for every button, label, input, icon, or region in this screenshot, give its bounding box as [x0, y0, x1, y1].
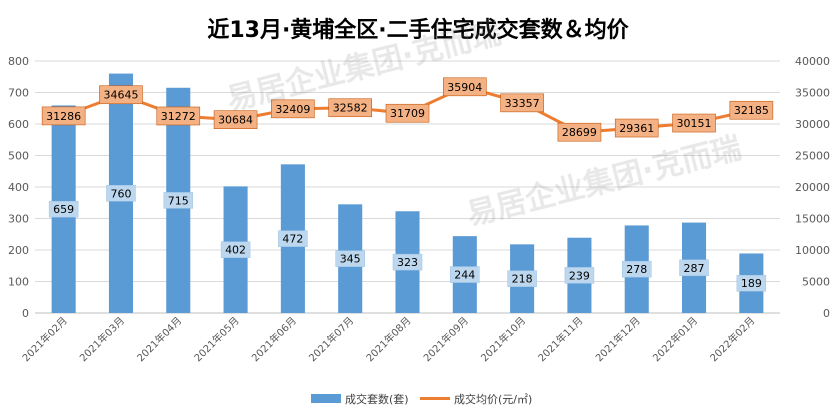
chart-title: 近13月·黄埔全区·二手住宅成交套数＆均价 — [207, 17, 629, 43]
bar-label-box — [564, 267, 595, 284]
y-right-tick-label: 0 — [823, 307, 830, 320]
y-left-tick-label: 100 — [8, 276, 29, 289]
line-data-label: 35904 — [447, 81, 482, 94]
bar-data-label: 402 — [225, 244, 246, 257]
line-data-label: 34645 — [103, 89, 138, 102]
y-left-tick-label: 300 — [8, 213, 29, 226]
line-label-box — [99, 85, 143, 105]
bar-label-box — [392, 253, 423, 271]
bar-data-label: 760 — [110, 187, 131, 200]
bar-label-box — [450, 266, 480, 283]
x-axis: 2021年02月 2021年03月 2021年04月 2021年05月 2021年06月… — [19, 314, 757, 364]
line-label-box — [213, 110, 258, 129]
y-left-tick-label: 0 — [22, 307, 29, 320]
x-tick-label: 2021年02月 — [19, 314, 69, 364]
y-right-tick-label: 15000 — [795, 213, 830, 226]
y-right-tick-label: 25000 — [795, 150, 830, 163]
x-tick-label: 2022年01月 — [650, 314, 700, 364]
x-tick-label: 2021年10月 — [478, 314, 528, 364]
legend-line-label: 成交均价(元/㎡) — [454, 392, 532, 406]
y-left-tick-label: 500 — [8, 150, 29, 163]
bar-data-label: 715 — [168, 194, 189, 207]
bar-label-box — [507, 270, 537, 287]
x-tick-label: 2021年09月 — [421, 314, 471, 364]
line-data-label: 28699 — [562, 126, 597, 139]
line-data-label: 32185 — [734, 104, 769, 117]
y-axis-left: 0 100 200 300 400 500 600 700 800 — [8, 55, 29, 320]
line-data-label: 30684 — [218, 114, 253, 127]
y-axis-right: 0 5000 10000 15000 20000 25000 30000 35000 40000 — [795, 55, 830, 320]
y-right-tick-label: 35000 — [795, 87, 830, 100]
bar-data-label: 323 — [397, 256, 418, 269]
bar-data-label: 345 — [340, 253, 361, 266]
line-label-box — [614, 118, 659, 138]
x-tick-label: 2021年04月 — [134, 314, 184, 364]
y-right-tick-label: 10000 — [795, 244, 830, 257]
line-label-box — [385, 103, 430, 123]
bar-label-box — [48, 200, 79, 218]
x-tick-label: 2021年08月 — [363, 314, 413, 364]
bar-label-box — [621, 260, 652, 278]
y-left-tick-label: 400 — [8, 181, 29, 194]
bar-data-label: 189 — [741, 277, 762, 290]
bar-label-box — [220, 241, 251, 258]
bar-label-box — [736, 274, 767, 292]
line-data-label: 32582 — [333, 102, 368, 115]
bar-data-label: 287 — [684, 262, 705, 275]
line-label-box — [271, 99, 315, 119]
bar-label-box — [679, 259, 709, 277]
x-tick-label: 2021年11月 — [535, 314, 585, 364]
line-label-box — [328, 98, 372, 118]
y-left-tick-label: 700 — [8, 87, 29, 100]
y-left-tick-label: 800 — [8, 55, 29, 68]
x-tick-label: 2021年05月 — [191, 314, 241, 364]
x-tick-label: 2022年02月 — [707, 314, 757, 364]
line-label-box — [500, 93, 544, 113]
line-data-label: 29361 — [619, 122, 654, 135]
x-tick-label: 2021年06月 — [249, 314, 299, 364]
bar-data-label: 244 — [454, 269, 475, 282]
y-right-tick-label: 5000 — [802, 276, 830, 289]
line-label-box — [557, 122, 602, 142]
line-label-box — [443, 77, 487, 97]
line-label-box — [672, 113, 716, 133]
line-data-label: 32409 — [275, 103, 310, 116]
line-label-box — [729, 100, 774, 120]
x-tick-label: 2021年07月 — [306, 314, 356, 364]
x-tick-label: 2021年03月 — [77, 314, 127, 364]
line-data-label: 33357 — [505, 97, 540, 110]
legend: 成交套数(套) 成交均价(元/㎡) — [311, 392, 532, 406]
line-label-box — [156, 106, 201, 126]
bar-data-label: 218 — [512, 273, 533, 286]
bar-data-label: 239 — [569, 269, 590, 282]
bar-data-label: 278 — [626, 263, 647, 276]
bar-label-box — [335, 250, 365, 267]
line-label-box — [41, 106, 86, 126]
y-right-tick-label: 20000 — [795, 181, 830, 194]
line-data-label: 31286 — [46, 110, 81, 123]
y-left-tick-label: 600 — [8, 118, 29, 131]
line-data-labels: 31286 34645 31272 30684 32409 32582 31709 35904… — [41, 77, 774, 142]
bar-label-box — [106, 185, 136, 202]
bar-label-box — [278, 230, 308, 247]
y-left-tick-label: 200 — [8, 244, 29, 257]
bar-data-label: 659 — [53, 203, 74, 216]
y-right-tick-label: 30000 — [795, 118, 830, 131]
line-data-label: 30151 — [677, 117, 712, 130]
watermark-text: 易居企业集团·克而瑞 — [463, 131, 745, 233]
bar-data-label: 472 — [282, 233, 303, 246]
legend-bar-swatch — [311, 394, 341, 403]
line-data-label: 31709 — [390, 107, 425, 120]
line-data-label: 31272 — [161, 110, 196, 123]
bar-data-labels: 659 760 715 402 472 345 323 244 218 239 278 287 189 — [48, 185, 767, 292]
bar-label-box — [163, 192, 194, 209]
y-right-tick-label: 40000 — [795, 55, 830, 68]
legend-bar-label: 成交套数(套) — [345, 392, 409, 406]
x-tick-label: 2021年12月 — [593, 314, 643, 364]
